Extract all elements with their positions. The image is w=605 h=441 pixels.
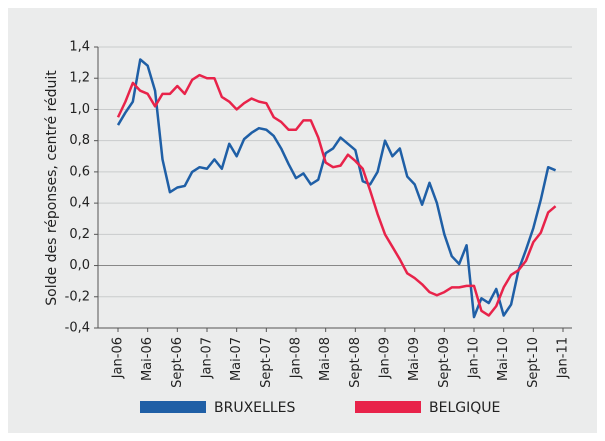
x-tick-label: Jan-09 — [378, 337, 393, 379]
y-axis-title: Solde des réponses, centré réduit — [44, 70, 60, 306]
y-tick-label: 0,4 — [69, 196, 90, 211]
x-tick-label: Mai-07 — [229, 337, 244, 381]
x-tick-label: Sept-06 — [170, 337, 185, 388]
x-tick-label: Jan-06 — [111, 337, 126, 379]
y-tick-label: 1,0 — [69, 102, 90, 117]
x-tick-label: Sept-08 — [348, 337, 363, 388]
x-tick-label: Mai-09 — [407, 337, 422, 381]
legend-swatch — [140, 401, 206, 413]
x-tick-label: Sept-10 — [526, 337, 541, 388]
x-tick-label: Jan-08 — [289, 337, 304, 379]
y-tick-label: -0,4 — [65, 321, 90, 336]
y-tick-label: -0,2 — [65, 289, 90, 304]
series-line — [116, 73, 557, 317]
x-tick-label: Mai-06 — [140, 337, 155, 381]
panel — [8, 8, 597, 433]
y-tick-label: 1,2 — [69, 71, 90, 86]
x-tick-label: Mai-10 — [496, 337, 511, 381]
x-tick-label: Sept-07 — [259, 337, 274, 388]
x-tick-label: Jan-10 — [467, 337, 482, 379]
y-tick-label: 1,4 — [69, 40, 90, 55]
series-line — [116, 58, 557, 319]
y-tick-label: 0,8 — [69, 133, 90, 148]
x-tick-label: Jan-07 — [200, 337, 215, 379]
legend-label: BELGIQUE — [429, 400, 500, 416]
x-tick-label: Mai-08 — [318, 337, 333, 381]
x-tick-label: Sept-09 — [437, 337, 452, 388]
x-tick-label: Jan-11 — [556, 337, 571, 379]
legend-swatch — [355, 401, 421, 413]
y-tick-label: 0,2 — [69, 227, 90, 242]
y-tick-label: 0,0 — [69, 258, 90, 273]
legend-label: BRUXELLES — [214, 400, 295, 416]
y-tick-label: 0,6 — [69, 164, 90, 179]
